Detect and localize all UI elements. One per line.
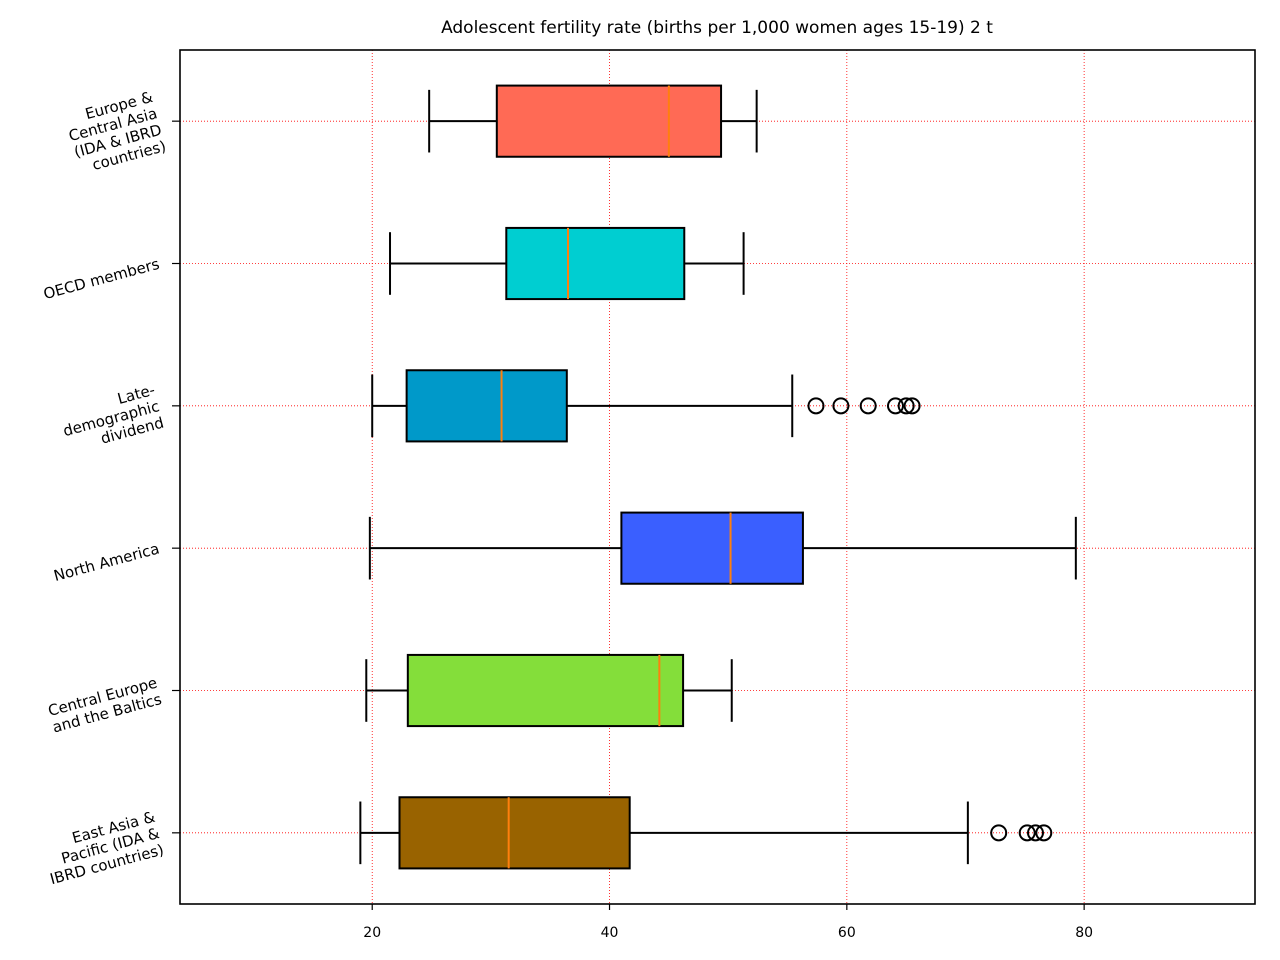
category-label-text: OECD members xyxy=(41,255,161,303)
outlier-point xyxy=(859,397,877,415)
category-label: Central Europeand the Baltics xyxy=(46,674,164,737)
x-tick-label: 40 xyxy=(601,925,619,941)
category-label-text: North America xyxy=(52,539,162,584)
category-label: East Asia &Pacific (IDA &IBRD countries) xyxy=(39,808,166,889)
outlier-point xyxy=(1018,824,1036,842)
outlier-point xyxy=(990,824,1008,842)
box xyxy=(495,84,723,158)
x-tick-label: 20 xyxy=(363,925,381,941)
plot-frame xyxy=(179,49,1256,905)
outlier-point xyxy=(903,397,921,415)
grid-layer xyxy=(180,50,1255,904)
category-label-text: Central Europeand the Baltics xyxy=(46,674,164,737)
outlier-point xyxy=(832,397,850,415)
outlier-point xyxy=(807,397,825,415)
outlier-point xyxy=(897,397,915,415)
outlier-point xyxy=(1026,824,1044,842)
x-tick-label: 80 xyxy=(1075,925,1093,941)
category-label: Late-demographicdividend xyxy=(57,381,166,457)
category-label: Europe &Central Asia(IDA & IBRDcountries… xyxy=(62,88,168,178)
outlier-point xyxy=(1035,824,1053,842)
x-tick-label: 60 xyxy=(838,925,856,941)
box xyxy=(405,369,568,443)
box xyxy=(505,226,686,301)
category-label: OECD members xyxy=(41,255,161,303)
category-label-text: Europe &Central Asia(IDA & IBRDcountries… xyxy=(62,88,168,178)
box-layer xyxy=(359,84,1077,870)
category-label: North America xyxy=(52,539,162,584)
category-label-text: East Asia &Pacific (IDA &IBRD countries) xyxy=(39,808,166,889)
box xyxy=(620,511,804,585)
category-label-text: Late-demographicdividend xyxy=(57,381,166,457)
category-label-line: North America xyxy=(52,539,162,584)
box xyxy=(398,796,631,870)
chart-title: Adolescent fertility rate (births per 1,… xyxy=(441,18,993,38)
category-label-line: OECD members xyxy=(41,255,161,303)
outlier-point xyxy=(886,397,904,415)
box xyxy=(406,653,685,728)
